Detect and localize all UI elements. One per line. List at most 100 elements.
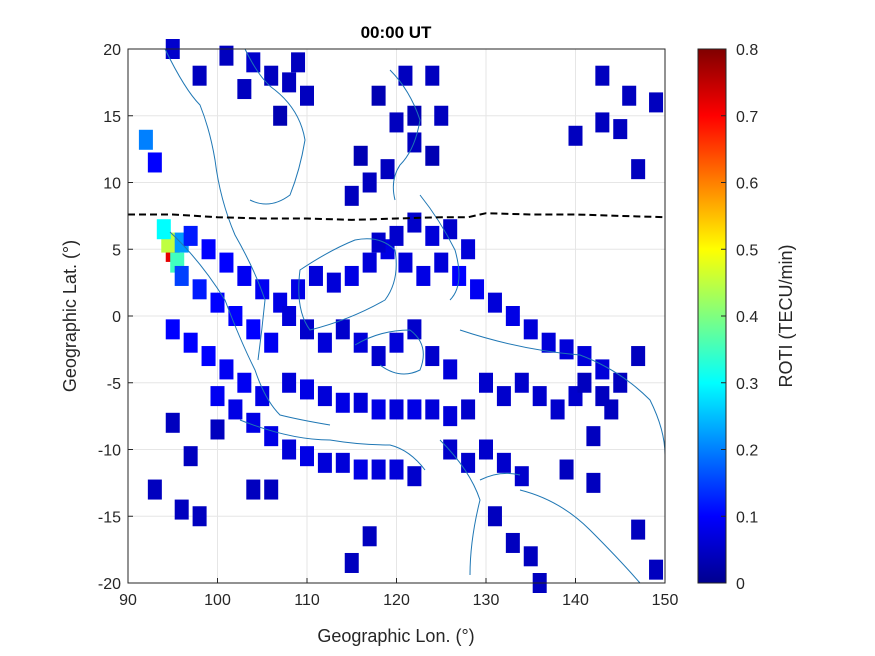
roti-cell [434, 105, 449, 126]
roti-cell [425, 145, 440, 166]
colorbar-tick-label: 0.4 [736, 309, 758, 326]
roti-cell [559, 339, 574, 360]
colorbar-tick-label: 0.3 [736, 376, 758, 393]
roti-cell [300, 446, 314, 467]
roti-cell [425, 65, 440, 86]
roti-cell [353, 392, 368, 413]
roti-cell [210, 419, 225, 440]
roti-cell [273, 105, 288, 126]
roti-cell [291, 52, 306, 73]
roti-cell [192, 506, 207, 527]
roti-cell [631, 519, 646, 540]
roti-cell [568, 125, 583, 146]
roti-cell [407, 466, 422, 487]
roti-cell [380, 159, 395, 180]
roti-cell [389, 332, 404, 353]
roti-cell [344, 185, 359, 206]
roti-cell [192, 279, 207, 300]
roti-cell [523, 319, 538, 340]
roti-cell [389, 112, 404, 133]
roti-cell [174, 499, 189, 520]
roti-cell [344, 265, 359, 286]
roti-cell [631, 346, 646, 367]
roti-cell [228, 399, 243, 420]
roti-cell [317, 386, 332, 407]
roti-cell [461, 399, 476, 420]
roti-cell [550, 399, 565, 420]
dip-equator-line [128, 212, 666, 221]
roti-cell [398, 65, 413, 86]
roti-cell [371, 346, 386, 367]
roti-cell [174, 265, 189, 286]
roti-cell [264, 479, 279, 500]
roti-cell [479, 372, 493, 393]
roti-cell [165, 319, 180, 340]
roti-cell [317, 452, 332, 473]
roti-cell [595, 112, 610, 133]
colorbar-tick-label: 0.1 [736, 509, 758, 526]
colorbar-label: ROTI (TECU/min) [776, 245, 796, 388]
roti-cell [219, 45, 234, 66]
roti-cell [147, 479, 162, 500]
y-tick-label: 15 [103, 109, 121, 126]
roti-cell [362, 526, 377, 547]
roti-cell [604, 399, 619, 420]
y-tick-label: -15 [98, 509, 121, 526]
roti-cell [183, 225, 198, 246]
roti-cell [613, 119, 628, 140]
roti-cell [487, 292, 502, 313]
roti-cell [523, 546, 538, 567]
roti-cell [532, 386, 547, 407]
roti-cell [210, 292, 225, 313]
roti-cell [443, 219, 458, 240]
chart-title: 00:00 UT [361, 23, 432, 42]
roti-cell [335, 392, 350, 413]
roti-cell [496, 452, 511, 473]
roti-cell [228, 306, 243, 326]
roti-cell [246, 319, 261, 340]
roti-heatmap-cells [138, 39, 664, 593]
roti-cell [559, 459, 574, 480]
y-tick-label: -5 [107, 376, 121, 393]
roti-cell [434, 252, 449, 273]
x-tick-label: 90 [119, 592, 137, 609]
roti-cell [291, 279, 306, 300]
roti-cell [362, 252, 377, 273]
roti-cell [649, 92, 664, 113]
x-axis-label: Geographic Lon. (°) [317, 626, 474, 646]
roti-cell [219, 359, 234, 380]
roti-cell [514, 372, 529, 393]
plot-area [127, 39, 666, 593]
roti-cell [443, 406, 458, 427]
roti-cell [577, 346, 592, 367]
y-tick-label: -10 [98, 443, 121, 460]
roti-cell [138, 129, 153, 150]
roti-cell [183, 446, 198, 467]
roti-cell [577, 372, 592, 393]
roti-cell [282, 439, 297, 460]
colorbar: 0 0.1 0.2 0.3 0.4 0.5 0.6 0.7 0.8 ROTI (TECU/min… [697, 42, 796, 593]
roti-cell [237, 265, 252, 286]
roti-cell [595, 359, 610, 380]
roti-cell [461, 452, 476, 473]
roti-cell [487, 506, 502, 527]
roti-cell [407, 105, 422, 126]
roti-cell [210, 386, 225, 407]
roti-cell [300, 319, 314, 340]
roti-cell [282, 372, 297, 393]
x-tick-label: 110 [294, 592, 320, 609]
roti-cell [237, 372, 252, 393]
roti-cell [541, 332, 556, 353]
roti-cell [425, 399, 440, 420]
y-tick-label: 10 [103, 176, 121, 193]
colorbar-ticks: 0 0.1 0.2 0.3 0.4 0.5 0.6 0.7 0.8 [721, 42, 758, 593]
roti-cell [371, 85, 386, 106]
roti-cell [416, 265, 431, 286]
roti-cell [335, 452, 350, 473]
roti-cell [514, 466, 529, 487]
roti-cell [496, 386, 511, 407]
roti-cell [595, 65, 610, 86]
colorbar-tick-label: 0.7 [736, 109, 758, 126]
roti-cell [407, 319, 422, 340]
